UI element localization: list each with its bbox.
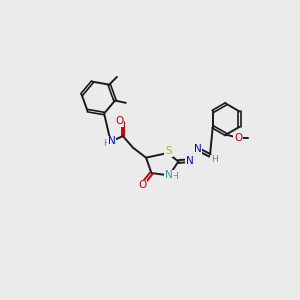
Text: H: H [171, 172, 178, 182]
Text: H: H [211, 155, 218, 164]
Text: N: N [194, 144, 202, 154]
Text: N: N [107, 136, 115, 146]
Text: N: N [165, 170, 173, 180]
Text: O: O [138, 180, 146, 190]
Text: N: N [186, 156, 194, 166]
Text: S: S [165, 146, 172, 156]
Text: O: O [115, 116, 123, 127]
Text: O: O [234, 133, 243, 142]
Text: H: H [103, 139, 110, 148]
